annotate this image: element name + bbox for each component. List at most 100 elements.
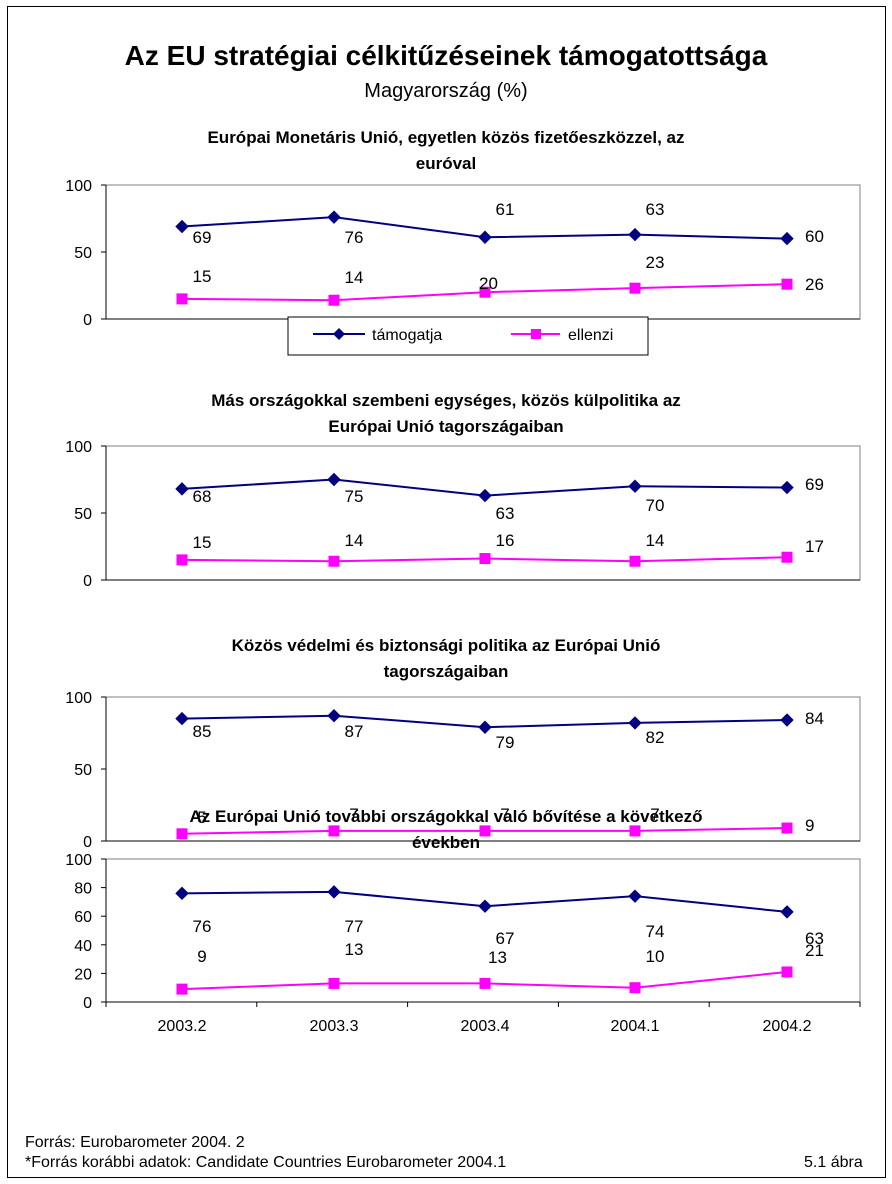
data-label: 9 [197,947,206,966]
x-tick-label: 2003.3 [310,1018,359,1035]
data-point-diamond [628,479,642,493]
data-point-square [176,293,188,305]
data-label: 9 [805,816,814,835]
y-tick-label: 100 [65,439,92,456]
data-point-square [176,983,188,995]
data-label: 16 [496,531,515,550]
data-label: 7 [650,805,659,824]
x-tick-label: 2003.2 [158,1018,207,1035]
data-point-square [328,825,340,837]
data-point-square [629,555,641,567]
data-label: 20 [479,274,498,293]
chart-title: Más országokkal szembeni egységes, közös… [211,391,681,410]
x-tick-label: 2004.2 [763,1018,812,1035]
data-point-diamond [327,472,341,487]
data-point-diamond [327,709,341,723]
y-tick-label: 0 [83,573,92,590]
data-point-diamond [175,711,189,726]
legend-label-series-2: ellenzi [568,327,613,344]
data-label: 21 [805,941,824,960]
data-label: 77 [345,917,364,936]
data-point-diamond [780,905,794,919]
y-tick-label: 0 [83,312,92,329]
data-label: 14 [646,531,665,550]
data-label: 79 [496,733,515,752]
data-point-square [781,278,793,290]
y-tick-label: 40 [74,938,92,955]
data-label: 14 [345,268,364,287]
y-tick-label: 50 [74,245,92,262]
data-point-square [479,553,491,565]
data-point-diamond [478,488,492,503]
x-tick-label: 2003.4 [461,1018,510,1035]
footer-source-earlier: *Forrás korábbi adatok: Candidate Countr… [25,1154,507,1171]
data-point-diamond [327,210,341,224]
data-label: 63 [646,200,665,219]
chart-title: években [412,833,480,852]
data-label: 5 [197,808,206,827]
y-tick-label: 100 [65,690,92,707]
data-label: 7 [349,805,358,824]
data-point-diamond [628,889,642,903]
page-title: Az EU stratégiai célkitűzéseinek támogat… [124,40,768,71]
data-point-square [479,977,491,989]
data-point-square [176,828,188,840]
data-point-square [781,551,793,563]
y-tick-label: 100 [65,852,92,869]
y-tick-label: 50 [74,762,92,779]
legend-marker-diamond [333,328,345,340]
data-point-square [629,825,641,837]
data-point-diamond [628,716,642,730]
footer-source: Forrás: Eurobarometer 2004. 2 [25,1134,245,1151]
legend-label-series-1: támogatja [372,327,442,344]
data-label: 13 [345,940,364,959]
x-tick-label: 2004.1 [611,1018,660,1035]
chart-title: Európai Unió tagországaiban [328,417,563,436]
legend-marker-square [531,329,541,339]
y-tick-label: 60 [74,909,92,926]
data-label: 63 [496,504,515,523]
data-point-square [328,555,340,567]
chart-title: tagországaiban [384,662,509,681]
data-label: 76 [345,228,364,247]
data-label: 69 [805,475,824,494]
page-subtitle: Magyarország (%) [364,80,528,102]
data-label: 13 [488,948,507,967]
data-point-diamond [780,713,794,727]
data-point-square [328,977,340,989]
legend-box [287,316,649,356]
chart-title: Az Európai Unió további országokkal való… [190,807,703,826]
figure-number: 5.1 ábra [804,1154,863,1171]
data-point-diamond [175,219,189,234]
y-tick-label: 0 [83,834,92,851]
data-point-square [629,282,641,294]
data-point-diamond [175,482,189,496]
data-label: 75 [345,487,364,506]
figure-frame [7,6,886,1178]
chart-title: Közös védelmi és biztonsági politika az … [232,636,661,655]
y-tick-label: 20 [74,966,92,983]
data-label: 70 [646,496,665,515]
data-label: 74 [646,922,665,941]
data-point-diamond [175,886,189,901]
data-point-diamond [478,720,492,734]
data-label: 60 [805,227,824,246]
y-tick-label: 50 [74,506,92,523]
data-point-diamond [478,899,492,913]
data-label: 84 [805,709,824,728]
data-label: 69 [193,228,212,247]
data-label: 23 [646,253,665,272]
data-point-square [479,825,491,837]
data-label: 15 [193,267,212,286]
data-label: 10 [646,947,665,966]
data-label: 82 [646,728,665,747]
y-tick-label: 0 [83,995,92,1012]
data-label: 61 [496,200,515,219]
data-point-square [629,982,641,994]
data-label: 67 [496,929,515,948]
data-label: 14 [345,531,364,550]
data-label: 7 [500,805,509,824]
data-point-square [781,966,793,978]
data-label: 76 [193,917,212,936]
